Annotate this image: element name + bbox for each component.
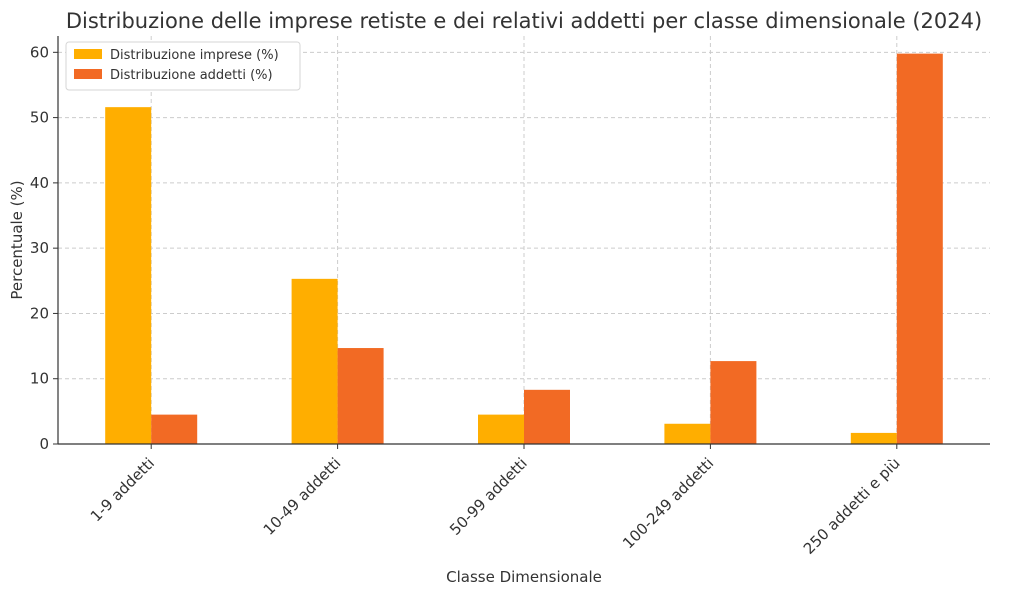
legend-swatch [74, 69, 102, 79]
bar-imprese [478, 414, 524, 444]
y-tick-label: 50 [30, 109, 49, 127]
y-axis-ticks: 0 10 20 30 40 50 60 [30, 43, 58, 453]
x-tick-label: 100-249 addetti [619, 454, 717, 552]
bar-addetti [337, 348, 384, 444]
bar-imprese [664, 423, 711, 444]
bar-addetti [524, 389, 570, 444]
y-axis-label: Percentuale (%) [8, 180, 26, 299]
x-tick-label: 250 addetti e più [800, 454, 904, 558]
grid-lines [58, 36, 990, 444]
chart-title: Distribuzione delle imprese retiste e de… [66, 9, 982, 33]
y-tick-label: 0 [39, 435, 49, 453]
x-tick-label: 50-99 addetti [446, 454, 531, 539]
y-tick-label: 40 [30, 174, 49, 192]
legend-box [65, 41, 301, 91]
bar-addetti [710, 361, 757, 444]
y-tick-label: 10 [30, 370, 49, 388]
bar-addetti [151, 414, 198, 444]
x-axis-ticks: 1-9 addetti 10-49 addetti 50-99 addetti 100… [87, 444, 904, 558]
y-tick-label: 30 [30, 239, 49, 257]
bar-imprese [291, 278, 338, 444]
bar-addetti [896, 53, 943, 444]
bar-imprese [105, 107, 152, 444]
legend-label: Distribuzione addetti (%) [110, 68, 273, 83]
bar-imprese [850, 432, 897, 444]
y-tick-label: 60 [30, 43, 49, 61]
x-tick-label: 1-9 addetti [87, 454, 158, 525]
legend-label: Distribuzione imprese (%) [110, 48, 279, 63]
legend-swatch [74, 49, 102, 59]
bars [105, 53, 943, 444]
x-tick-label: 10-49 addetti [260, 454, 345, 539]
x-axis-label: Classe Dimensionale [446, 568, 602, 586]
legend: Distribuzione imprese (%) Distribuzione a… [65, 41, 301, 91]
y-tick-label: 20 [30, 304, 49, 322]
